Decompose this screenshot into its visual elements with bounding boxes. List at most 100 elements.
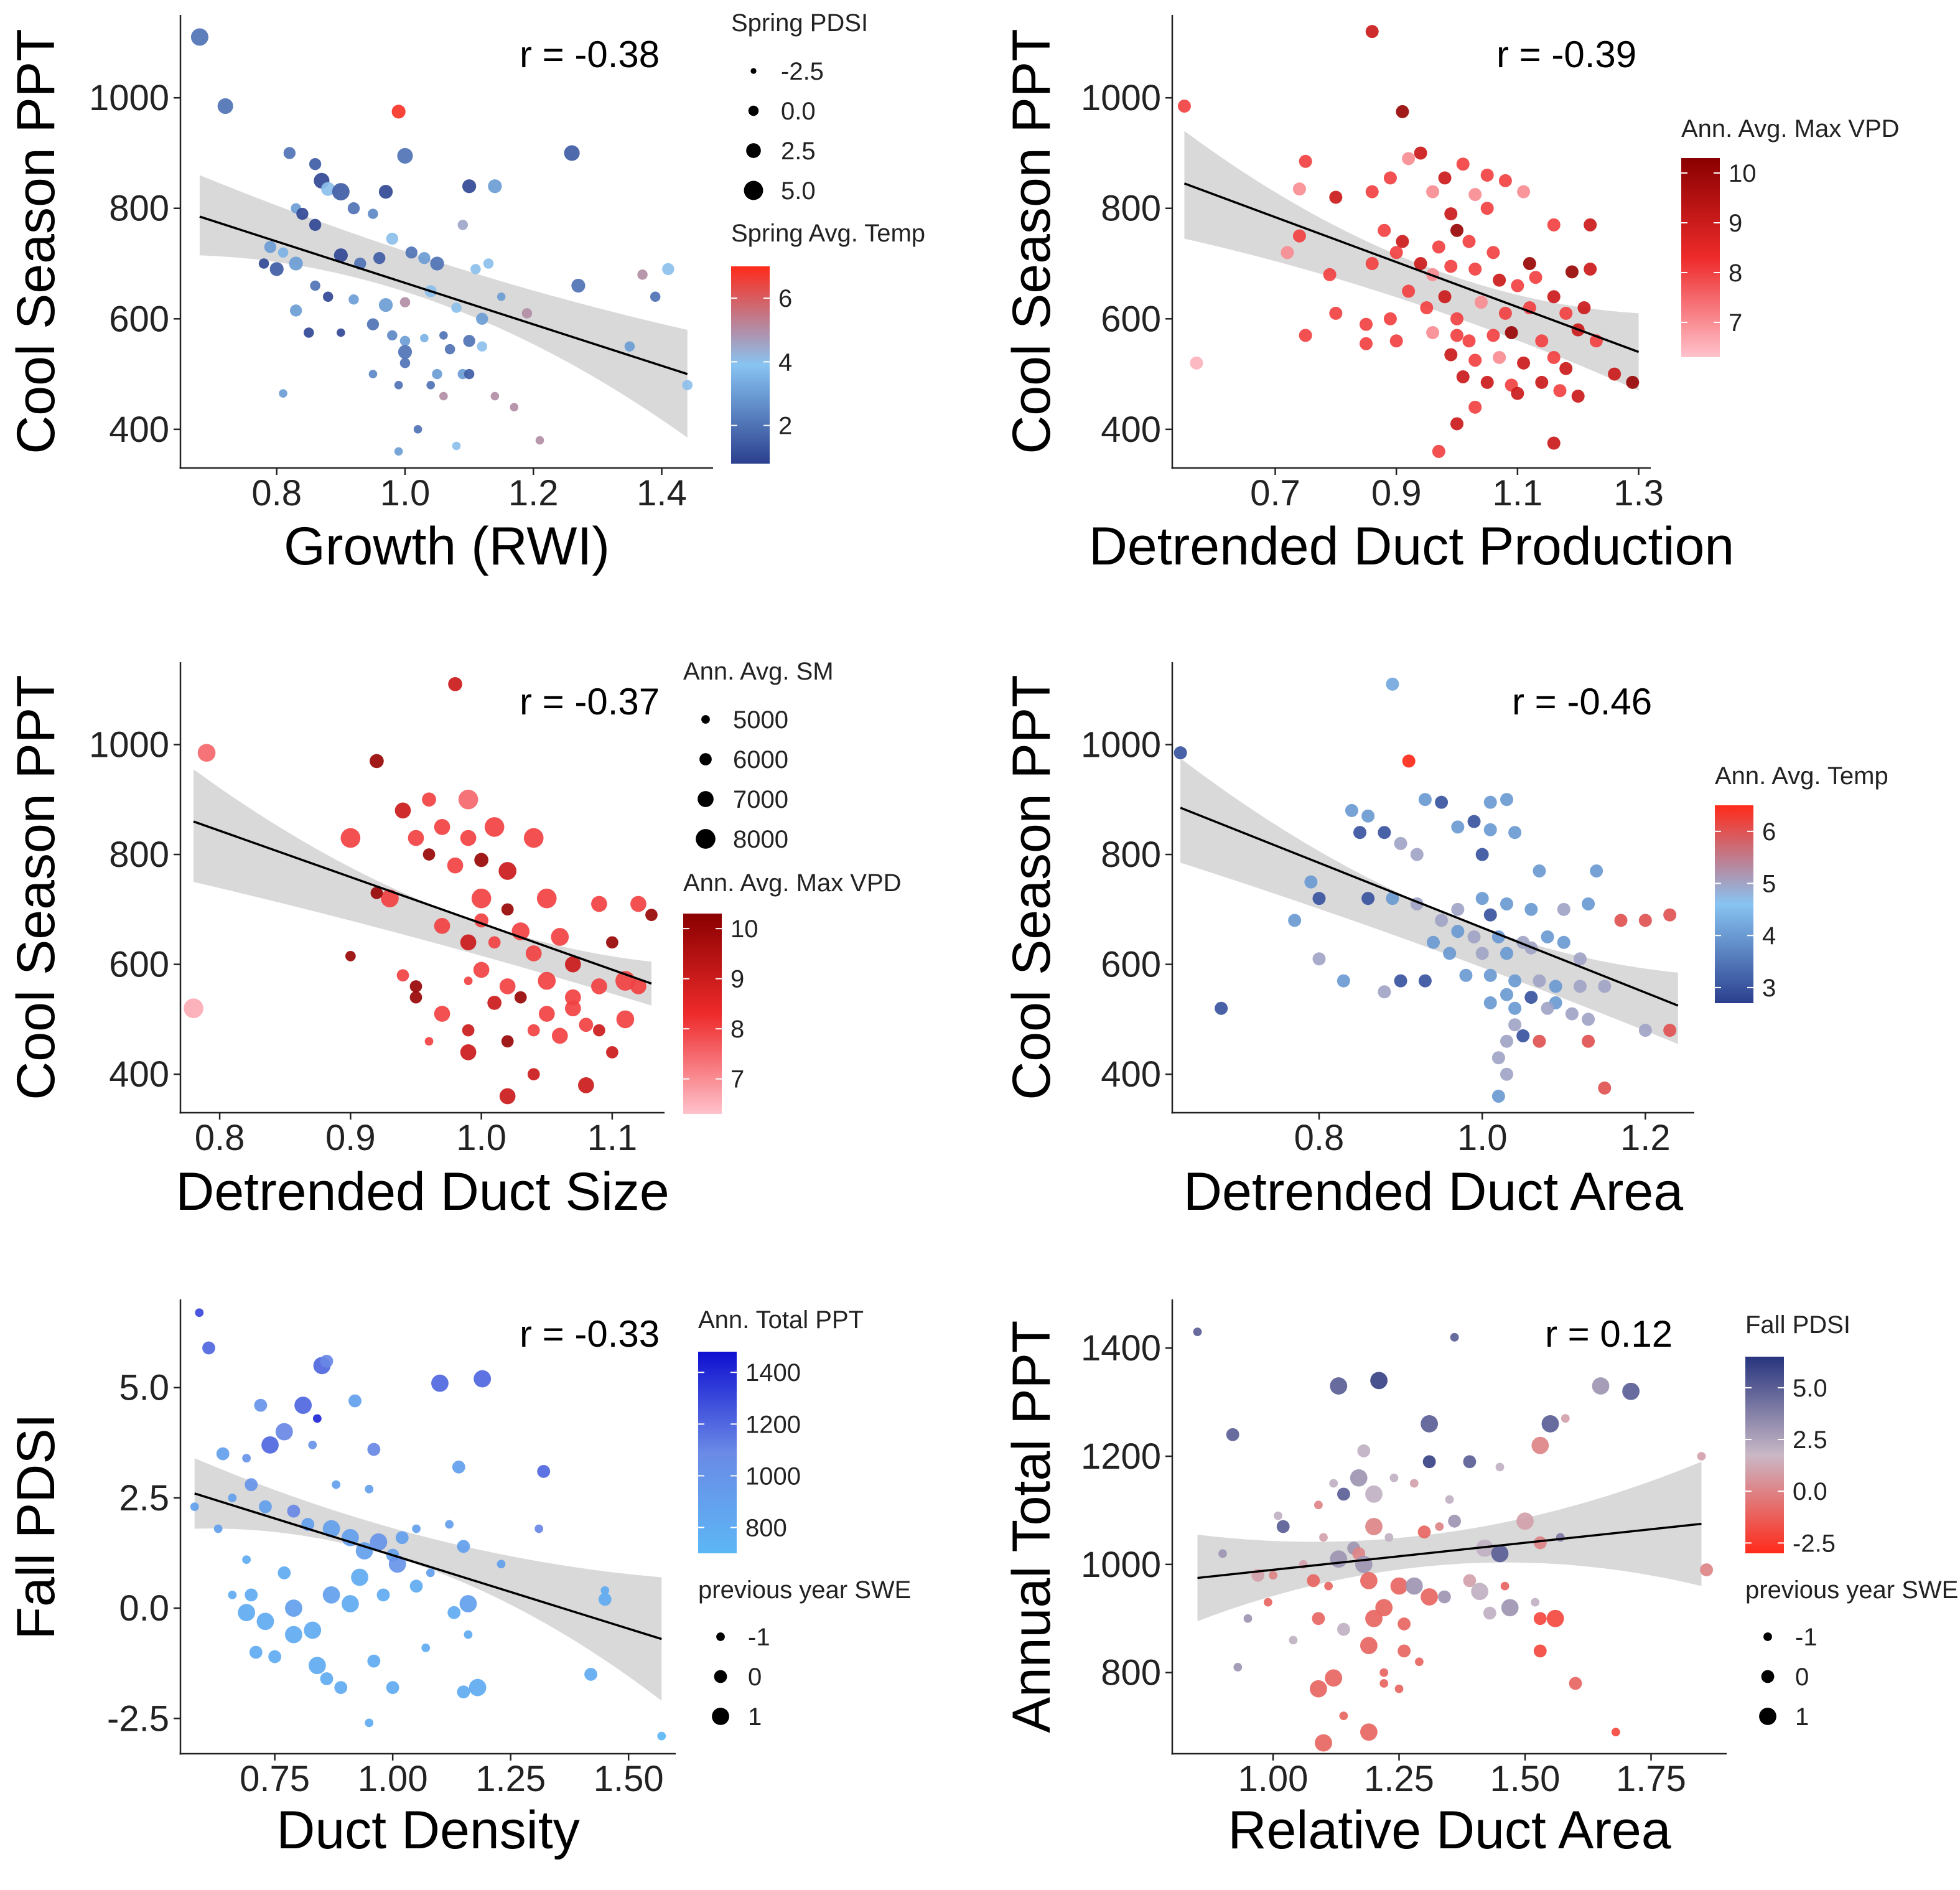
data-point: [1483, 795, 1497, 809]
data-point: [381, 889, 399, 907]
data-point: [1524, 902, 1538, 916]
data-point: [630, 896, 646, 912]
data-point: [1638, 1024, 1652, 1037]
data-point: [376, 1588, 390, 1602]
color-legend-title-p5: Ann. Total PPT: [698, 1306, 864, 1334]
data-point: [285, 1599, 302, 1617]
data-point: [682, 380, 693, 391]
data-point: [1456, 370, 1470, 384]
data-point: [459, 1595, 477, 1612]
data-point: [1480, 202, 1494, 215]
color-legend-label: 7: [730, 1066, 744, 1093]
data-point: [1269, 1571, 1277, 1580]
data-point: [606, 936, 618, 949]
y-tick-label: 600: [1101, 945, 1161, 985]
data-point: [1174, 746, 1187, 760]
data-point: [1547, 350, 1561, 364]
size-legend-label: -1: [748, 1624, 770, 1651]
data-point: [1415, 1657, 1424, 1667]
data-point: [488, 179, 502, 194]
data-point: [1468, 353, 1482, 367]
data-point: [399, 335, 411, 347]
data-point: [1365, 257, 1379, 271]
data-point: [1398, 1644, 1411, 1658]
data-point: [1386, 677, 1399, 691]
data-point: [624, 341, 635, 352]
data-point: [1491, 1051, 1505, 1065]
legend-p3: Ann. Avg. SM Ann. Avg. Max VPD 5000 6000 7…: [683, 658, 902, 1114]
confidence-band: [194, 1458, 662, 1701]
size-legend-key: [1761, 1670, 1775, 1683]
size-legend-label: -1: [1795, 1624, 1818, 1651]
size-legend-key: [1763, 1632, 1772, 1641]
data-point: [1533, 974, 1546, 988]
data-point: [1389, 246, 1403, 260]
data-point: [1486, 246, 1500, 260]
data-point: [413, 425, 422, 434]
data-point: [537, 1465, 551, 1478]
data-point: [1325, 1669, 1343, 1687]
x-tick-label: 1.2: [508, 473, 559, 513]
regression-line-p2: [1183, 182, 1640, 353]
color-legend-label: 0.0: [1793, 1478, 1827, 1505]
data-point: [1435, 914, 1449, 927]
data-point: [1319, 1533, 1328, 1542]
color-legend-title-p6: Fall PDSI: [1745, 1311, 1850, 1339]
data-point: [1531, 1598, 1540, 1607]
data-point: [1456, 157, 1470, 171]
data-point: [1584, 262, 1597, 276]
data-point: [1541, 930, 1554, 943]
data-point: [1314, 1500, 1323, 1510]
scatter-points-p3: [184, 676, 658, 1105]
y-tick-label: 400: [1101, 1054, 1161, 1095]
data-point: [366, 318, 380, 330]
data-point: [261, 1436, 279, 1454]
data-point: [275, 1423, 293, 1441]
data-point: [1517, 185, 1531, 199]
data-point: [1330, 1377, 1348, 1395]
data-point: [378, 297, 393, 312]
regression-line: [199, 215, 688, 375]
y-tick-label: 1000: [89, 724, 169, 765]
data-point: [474, 853, 488, 868]
data-point: [1463, 1574, 1477, 1588]
size-legend-label: 1: [1795, 1703, 1809, 1731]
data-point: [458, 789, 478, 810]
data-point: [386, 1681, 399, 1695]
size-legend-label: -2.5: [781, 58, 824, 85]
data-point: [254, 1398, 268, 1412]
panel-duct-size: 0.8 0.9 1.0 1.1 400 600 800 1000 r = -0.37 Detr…: [6, 658, 902, 1222]
panel-duct-area: 0.8 1.0 1.2 400 600 800 1000 r = -0.46 Detrend…: [1002, 662, 1888, 1222]
data-point: [473, 961, 490, 978]
confidence-band: [1180, 758, 1678, 1044]
data-point: [1569, 1677, 1582, 1690]
data-point: [1541, 1001, 1554, 1015]
data-point: [1462, 334, 1476, 348]
data-point: [1480, 375, 1494, 389]
data-point: [1329, 306, 1343, 320]
data-point: [1508, 1018, 1522, 1032]
data-point: [409, 980, 422, 993]
data-point: [1582, 1013, 1595, 1026]
color-legend-label: 9: [730, 966, 744, 993]
data-point: [434, 917, 450, 934]
scatter-points-p4: [1174, 677, 1677, 1103]
x-axis-title-p4: Detrended Duct Area: [1183, 1162, 1683, 1222]
data-point: [1432, 444, 1445, 458]
data-point: [351, 1568, 368, 1586]
data-point: [1379, 1679, 1389, 1688]
x-tick-label: 1.1: [1493, 473, 1543, 513]
data-point: [457, 1540, 470, 1553]
data-point: [1547, 218, 1561, 232]
data-point: [397, 147, 413, 164]
x-tick-label: 1.75: [1616, 1759, 1686, 1799]
x-axis-title-p5: Duct Density: [276, 1800, 580, 1860]
data-point: [348, 294, 359, 305]
data-point: [1243, 1614, 1253, 1623]
size-legend-key: [750, 68, 757, 74]
data-point: [1193, 1327, 1202, 1337]
data-point: [462, 179, 477, 194]
data-point: [216, 1447, 230, 1461]
data-point: [1533, 1644, 1547, 1658]
data-point: [1565, 1007, 1579, 1021]
